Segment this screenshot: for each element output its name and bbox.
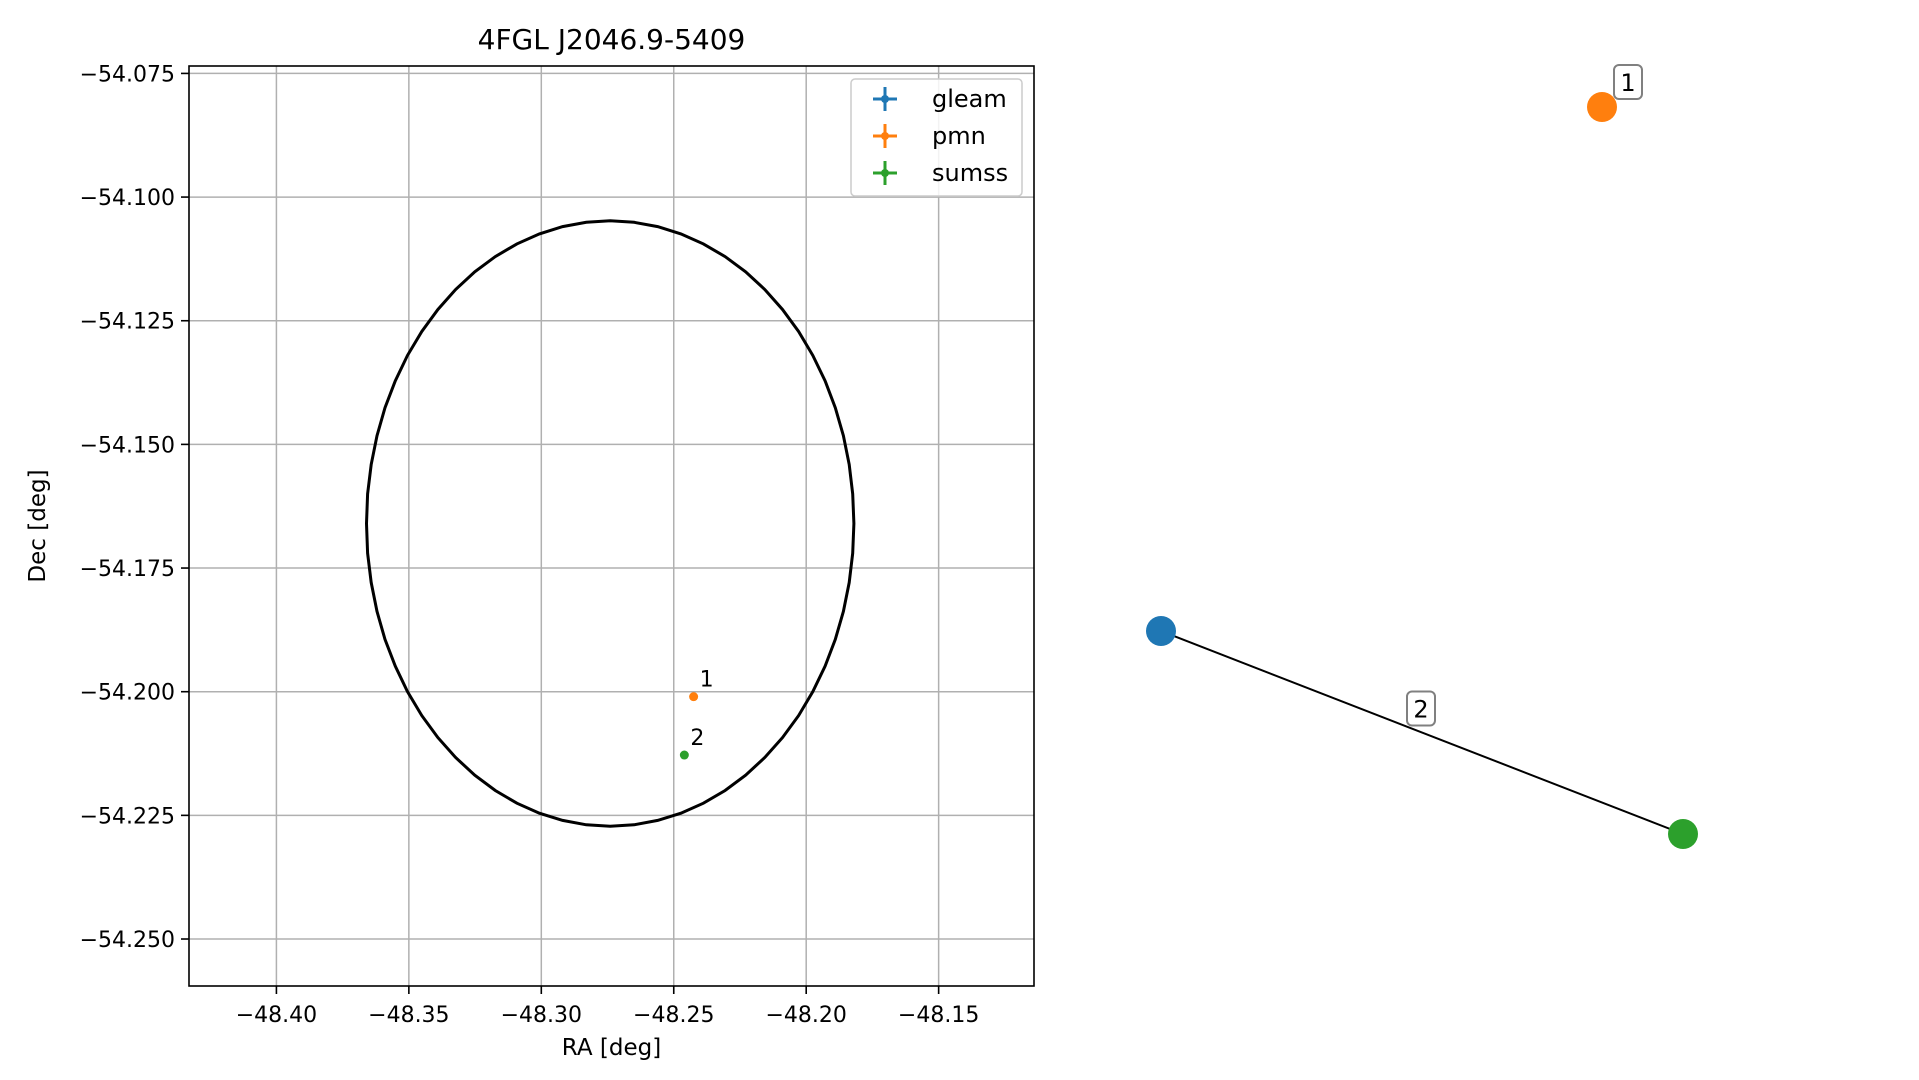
graph-edge [1160,630,1684,835]
point-label: 1 [700,668,714,693]
sumss-point [679,750,689,760]
edge-label-frame [1406,690,1436,727]
sumss-legend-label: sumss [932,159,1008,187]
gleam-node [1146,616,1176,646]
pmn-legend-label: pmn [932,122,986,150]
y-tick-label: −54.075 [80,62,175,87]
legend-frame [850,78,1023,197]
gleam-legend-label: gleam [932,85,1007,113]
pmn-point [689,692,699,702]
gleam-legend-marker [881,95,889,103]
x-tick-label: −48.20 [765,1003,846,1028]
node-label: 1 [1620,69,1635,97]
y-tick-label: −54.150 [80,433,175,458]
y-tick-label: −54.100 [80,186,175,211]
skymap-axes: 1 2 −48.40 −48.35 −48.30 −48.25 −48.20 −48.15 −5… [25,23,1035,1061]
chart-title: 4FGL J2046.9-5409 [478,23,746,56]
point-label: 2 [690,726,704,751]
y-tick-label: −54.200 [80,681,175,706]
y-axis-label: Dec [deg] [25,469,51,582]
sumss-legend-marker [881,169,889,177]
edge-label-box: 2 [1406,690,1436,727]
x-tick-label: −48.40 [236,1003,317,1028]
x-tick-label: −48.25 [633,1003,714,1028]
y-tick-label: −54.125 [80,310,175,335]
x-tick-label: −48.30 [501,1003,582,1028]
y-tick-label: −54.250 [80,928,175,953]
error-ellipse [364,219,856,828]
node-label-frame [1613,64,1643,100]
x-axis-label: RA [deg] [562,1035,661,1061]
x-tick-label: −48.35 [368,1003,449,1028]
pmn-legend-marker [881,132,889,140]
association-graph: 12 [1146,64,1698,849]
y-tick-label: −54.225 [80,804,175,829]
sumss-node [1668,819,1698,849]
legend: gleam pmn sumss [850,78,1023,197]
node-label-box: 1 [1613,64,1643,100]
x-tick-label: −48.15 [898,1003,979,1028]
y-tick-label: −54.175 [80,557,175,582]
pmn-node [1587,92,1617,122]
axes-frame [188,65,1035,987]
edge-label: 2 [1413,696,1428,724]
